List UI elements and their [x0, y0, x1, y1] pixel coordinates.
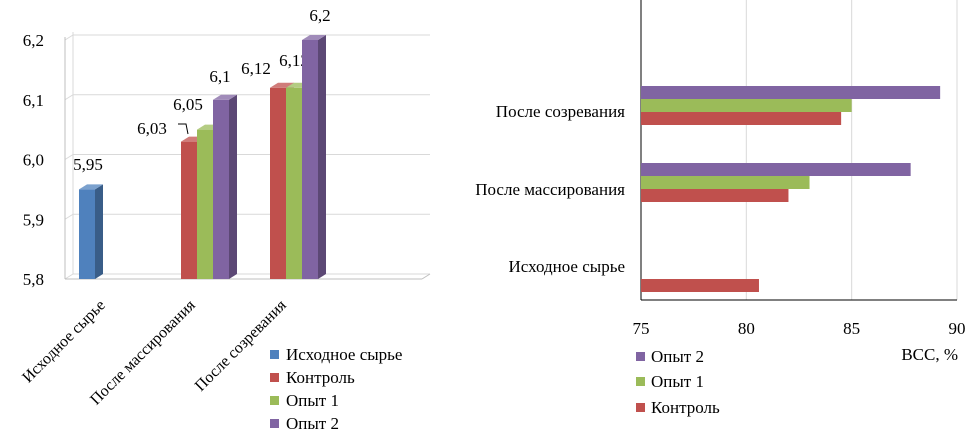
gridline-side — [64, 94, 74, 101]
data-label: 5,95 — [73, 155, 103, 174]
y-tick-label: 6,2 — [23, 31, 44, 50]
data-label: 6,05 — [173, 95, 203, 114]
bar-front — [286, 87, 302, 279]
y-category-label: После массирования — [475, 180, 625, 199]
legend-label: Опыт 1 — [651, 372, 704, 391]
y-category-label: После созревания — [496, 102, 625, 121]
bar-top — [302, 35, 326, 40]
y-tick-label: 5,9 — [23, 210, 44, 229]
floor-edge — [421, 273, 431, 280]
bar-front — [181, 141, 197, 279]
x-category-label: Исходное сырье — [19, 297, 109, 387]
gridline-side — [64, 273, 74, 280]
bar-top — [213, 94, 237, 100]
bar — [641, 279, 759, 292]
legend-swatch — [636, 377, 645, 386]
data-label: 6,2 — [309, 6, 330, 25]
legend-swatch — [270, 419, 279, 428]
legend-swatch — [270, 350, 279, 359]
x-tick-label: 85 — [843, 319, 860, 338]
bar-side — [95, 184, 103, 279]
bar-front — [213, 99, 229, 279]
legend-swatch — [636, 352, 645, 361]
legend-label: Опыт 2 — [651, 347, 704, 366]
bar — [641, 112, 842, 125]
leader-line — [178, 123, 189, 135]
y-tick-label: 6,0 — [23, 151, 44, 170]
bar — [641, 99, 852, 112]
data-label: 6,03 — [137, 119, 167, 138]
bar — [641, 86, 941, 99]
bar-front — [270, 87, 286, 279]
legend-label: Исходное сырье — [286, 345, 402, 364]
bar-top — [79, 184, 103, 190]
bar — [641, 176, 810, 189]
gridline-side — [64, 34, 74, 41]
x-tick-label: 75 — [633, 319, 650, 338]
bar-side — [318, 35, 326, 279]
y-category-label: Исходное сырье — [509, 257, 625, 276]
right-horizontal-bar-chart: 75 80 85 90 Исходное сырье После массирования… — [475, 0, 966, 417]
bar — [641, 163, 911, 176]
x-tick-label: 90 — [949, 319, 966, 338]
legend-swatch — [270, 396, 279, 405]
legend-label: Опыт 1 — [286, 391, 339, 410]
left-3d-bar-chart: 5,8 5,9 6,0 6,1 6,2 5,95 6,03 6,05 6,1 6,12 6,12 6,… — [19, 6, 431, 433]
legend-swatch — [270, 373, 279, 382]
bar-front — [197, 129, 213, 279]
data-label: 6,12 — [279, 51, 309, 70]
legend-label: Опыт 2 — [286, 414, 339, 433]
legend-swatch — [636, 403, 645, 412]
legend-label: Контроль — [286, 368, 355, 387]
bar-front — [79, 189, 95, 279]
gridline-side — [64, 154, 74, 160]
bar — [641, 189, 789, 202]
y-tick-label: 5,8 — [23, 270, 44, 289]
y-tick-label: 6,1 — [23, 91, 44, 110]
bar-side — [229, 94, 237, 279]
legend-label: Контроль — [651, 398, 720, 417]
x-axis-title: ВСС, % — [901, 345, 958, 364]
gridline-side — [64, 213, 74, 220]
data-label: 6,1 — [209, 67, 230, 86]
bar-front — [302, 40, 318, 279]
x-tick-label: 80 — [738, 319, 755, 338]
data-label: 6,12 — [241, 59, 271, 78]
